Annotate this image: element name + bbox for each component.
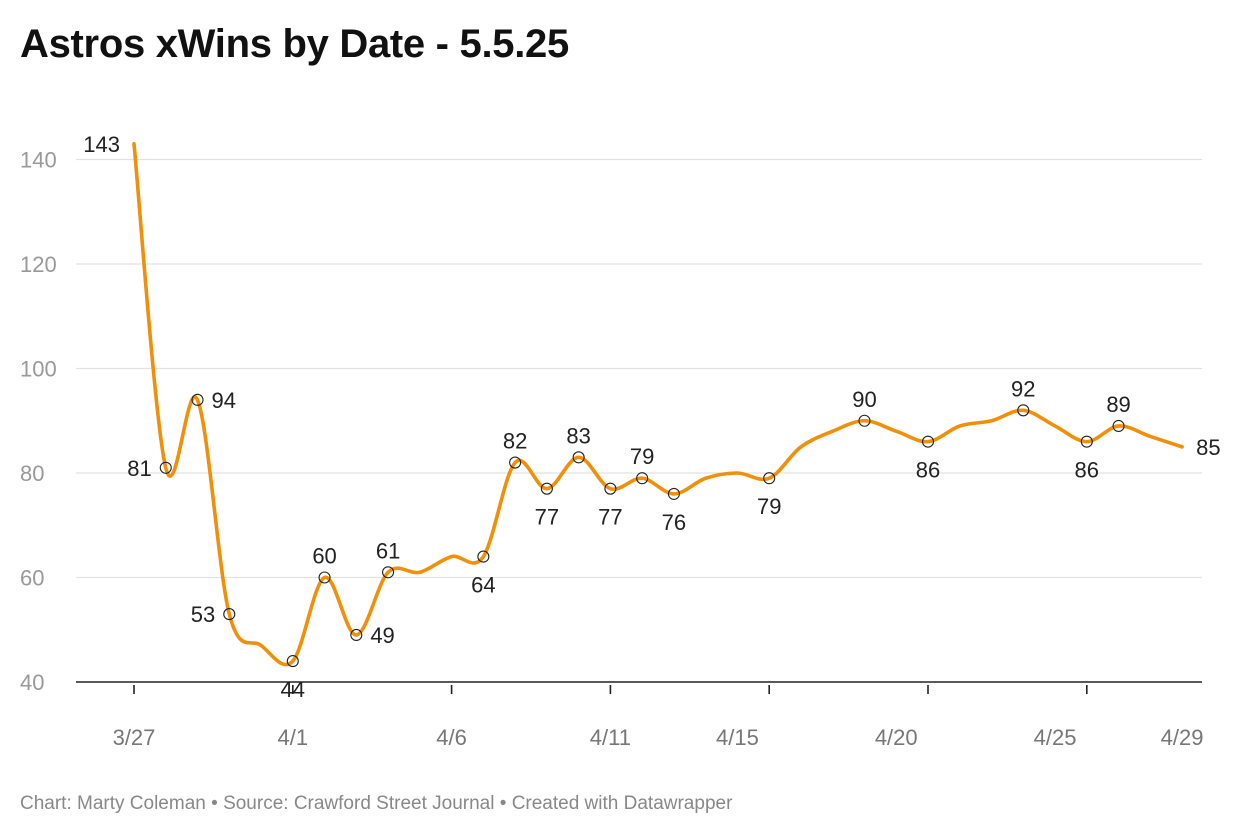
y-tick-label: 40 (20, 670, 44, 695)
x-tick-label: 4/20 (875, 725, 918, 750)
x-tick-labels: 3/274/14/64/114/154/204/254/295/4 (113, 725, 1204, 750)
footer-separator: • (205, 793, 224, 814)
data-label: 49 (370, 623, 394, 648)
data-label: 76 (662, 510, 686, 535)
x-tick-label: 3/27 (113, 725, 156, 750)
y-tick-label: 100 (20, 357, 57, 382)
data-point-marker (540, 482, 553, 495)
data-label: 83 (566, 423, 590, 448)
data-point-marker (477, 550, 490, 563)
series-line-layer (132, 142, 1184, 667)
data-point-marker (350, 628, 363, 642)
footer-source: Source: Crawford Street Journal (223, 793, 495, 814)
data-label: 94 (212, 388, 236, 413)
data-point-marker (318, 571, 331, 584)
data-point-marker (159, 461, 172, 474)
y-tick-label: 140 (20, 148, 57, 173)
data-point-marker (604, 482, 617, 495)
data-label: 64 (471, 573, 495, 598)
x-tick-label: 4/25 (1034, 725, 1077, 750)
chart-footer: Chart: Marty Coleman • Source: Crawford … (20, 793, 732, 815)
x-tick-label: 4/29 (1161, 725, 1204, 750)
data-point-marker (636, 472, 649, 485)
data-label: 79 (630, 444, 654, 469)
data-label: 77 (535, 505, 559, 530)
chart-title: Astros xWins by Date - 5.5.25 (20, 22, 569, 66)
data-label: 86 (1075, 458, 1099, 483)
data-point-marker (191, 393, 204, 406)
data-label: 79 (757, 494, 781, 519)
data-point-marker (382, 566, 395, 579)
data-labels: 143 81 94 53 44 60 49 61 64 82 77 83 77 79 76 79 90 86 92 8… (83, 132, 1220, 702)
data-point-marker (572, 451, 585, 464)
gridlines (76, 158, 1202, 579)
data-label: 44 (281, 677, 305, 702)
data-point-marker (286, 655, 299, 668)
x-tick-label: 4/11 (590, 725, 631, 750)
data-label: 143 (83, 132, 120, 157)
data-label: 85 (1196, 435, 1220, 460)
data-label: 77 (598, 505, 622, 530)
data-label: 60 (312, 544, 336, 569)
x-tick-label: 4/6 (436, 725, 467, 750)
data-point-marker (858, 414, 871, 427)
footer-credit: Created with Datawrapper (511, 793, 733, 814)
y-tick-label: 80 (20, 461, 44, 486)
data-point-marker (1112, 419, 1125, 433)
data-point-marker (223, 608, 236, 621)
data-label: 92 (1011, 376, 1035, 401)
y-axis: 40 60 80 100 120 140 (20, 148, 57, 696)
data-label: 81 (127, 456, 151, 481)
footer-separator: • (494, 793, 512, 814)
data-label: 61 (376, 538, 400, 563)
x-tick-label: 4/1 (278, 725, 309, 750)
data-label: 86 (916, 458, 940, 483)
data-point-marker (1017, 404, 1030, 417)
data-label: 53 (191, 602, 215, 627)
y-tick-label: 120 (20, 252, 57, 277)
x-tick-label: 4/15 (716, 725, 759, 750)
series-line (132, 142, 1184, 667)
data-point-marker (921, 435, 935, 448)
point-markers (159, 393, 1125, 668)
data-label: 82 (503, 429, 527, 454)
x-axis (76, 681, 1202, 694)
y-tick-label: 60 (20, 566, 44, 591)
data-point-marker (509, 456, 522, 469)
data-point-marker (763, 472, 776, 485)
data-label: 90 (852, 387, 876, 412)
data-point-marker (1080, 435, 1093, 448)
footer-author: Chart: Marty Coleman (20, 793, 206, 814)
data-label: 89 (1106, 392, 1130, 417)
data-point-marker (667, 487, 680, 500)
